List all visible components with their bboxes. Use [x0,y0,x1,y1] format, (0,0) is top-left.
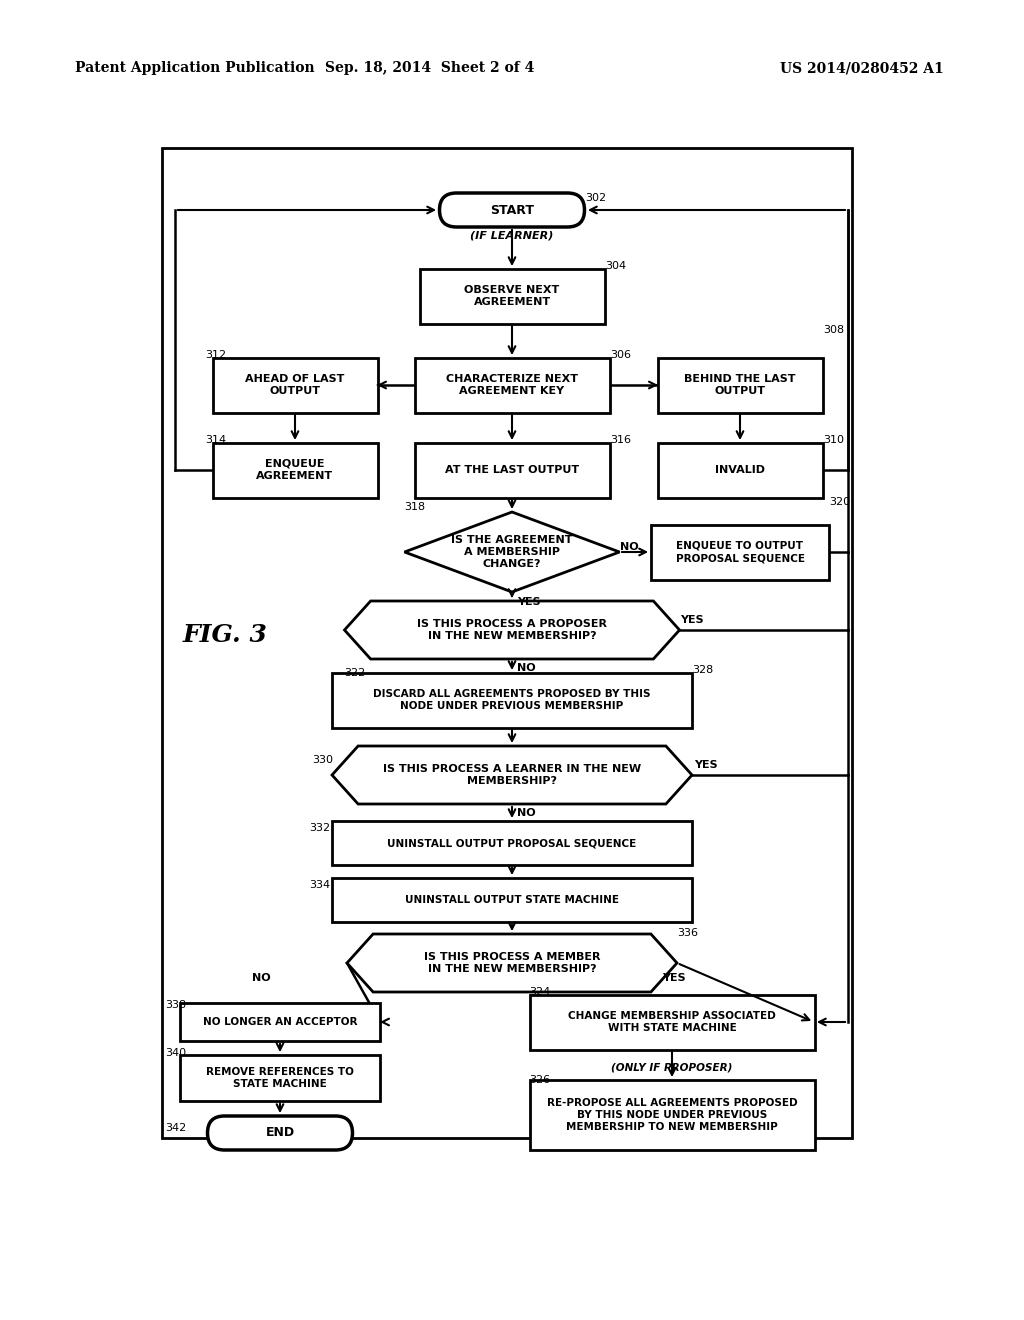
Text: AT THE LAST OUTPUT: AT THE LAST OUTPUT [445,465,579,475]
Text: REMOVE REFERENCES TO
STATE MACHINE: REMOVE REFERENCES TO STATE MACHINE [206,1067,354,1089]
Text: DISCARD ALL AGREEMENTS PROPOSED BY THIS
NODE UNDER PREVIOUS MEMBERSHIP: DISCARD ALL AGREEMENTS PROPOSED BY THIS … [374,689,650,711]
FancyBboxPatch shape [439,193,585,227]
Text: 322: 322 [344,668,366,678]
Text: 328: 328 [692,665,714,675]
Text: IS THE AGREEMENT
A MEMBERSHIP
CHANGE?: IS THE AGREEMENT A MEMBERSHIP CHANGE? [452,535,572,569]
Text: US 2014/0280452 A1: US 2014/0280452 A1 [780,61,944,75]
FancyBboxPatch shape [651,524,829,579]
Text: OBSERVE NEXT
AGREEMENT: OBSERVE NEXT AGREEMENT [464,285,560,308]
Text: UNINSTALL OUTPUT STATE MACHINE: UNINSTALL OUTPUT STATE MACHINE [406,895,618,906]
Text: IS THIS PROCESS A MEMBER
IN THE NEW MEMBERSHIP?: IS THIS PROCESS A MEMBER IN THE NEW MEMB… [424,952,600,974]
Text: NO: NO [252,973,270,983]
Polygon shape [332,746,692,804]
FancyBboxPatch shape [415,358,609,412]
FancyBboxPatch shape [180,1055,380,1101]
Text: 330: 330 [312,755,333,766]
Text: RE-PROPOSE ALL AGREEMENTS PROPOSED
BY THIS NODE UNDER PREVIOUS
MEMBERSHIP TO NEW: RE-PROPOSE ALL AGREEMENTS PROPOSED BY TH… [547,1098,798,1133]
FancyBboxPatch shape [420,268,604,323]
Text: 336: 336 [677,928,698,939]
Text: 340: 340 [165,1048,186,1059]
FancyBboxPatch shape [332,878,692,921]
Text: Patent Application Publication: Patent Application Publication [75,61,314,75]
Text: 312: 312 [205,350,226,360]
Text: CHARACTERIZE NEXT
AGREEMENT KEY: CHARACTERIZE NEXT AGREEMENT KEY [446,374,578,396]
Text: IS THIS PROCESS A LEARNER IN THE NEW
MEMBERSHIP?: IS THIS PROCESS A LEARNER IN THE NEW MEM… [383,764,641,787]
Text: 320: 320 [829,498,850,507]
Text: 338: 338 [165,1001,186,1010]
FancyBboxPatch shape [529,1080,814,1150]
Text: BEHIND THE LAST
OUTPUT: BEHIND THE LAST OUTPUT [684,374,796,396]
Text: ENQUEUE
AGREEMENT: ENQUEUE AGREEMENT [256,459,334,482]
FancyBboxPatch shape [162,148,852,1138]
Text: ENQUEUE TO OUTPUT
PROPOSAL SEQUENCE: ENQUEUE TO OUTPUT PROPOSAL SEQUENCE [676,541,805,564]
Text: START: START [490,203,534,216]
Text: YES: YES [662,973,686,983]
Text: (IF LEARNER): (IF LEARNER) [470,231,554,242]
Text: 306: 306 [610,350,631,360]
Text: FIG. 3: FIG. 3 [182,623,267,647]
FancyBboxPatch shape [213,358,378,412]
Text: (ONLY IF PROPOSER): (ONLY IF PROPOSER) [611,1063,733,1072]
Text: 334: 334 [309,880,330,890]
Text: 324: 324 [529,987,550,997]
Text: NO: NO [620,543,639,552]
Text: 332: 332 [309,822,330,833]
Text: YES: YES [517,597,541,607]
Polygon shape [404,512,620,591]
Text: END: END [265,1126,295,1139]
Text: NO: NO [517,808,536,818]
FancyBboxPatch shape [213,442,378,498]
FancyBboxPatch shape [415,442,609,498]
FancyBboxPatch shape [657,442,822,498]
Text: Sep. 18, 2014  Sheet 2 of 4: Sep. 18, 2014 Sheet 2 of 4 [326,61,535,75]
Text: AHEAD OF LAST
OUTPUT: AHEAD OF LAST OUTPUT [246,374,345,396]
Text: NO LONGER AN ACCEPTOR: NO LONGER AN ACCEPTOR [203,1016,357,1027]
Polygon shape [347,935,677,993]
FancyBboxPatch shape [332,672,692,727]
FancyBboxPatch shape [529,994,814,1049]
Text: 302: 302 [585,193,606,203]
Text: YES: YES [694,760,718,770]
FancyBboxPatch shape [180,1003,380,1041]
Text: 326: 326 [529,1074,550,1085]
Text: 318: 318 [404,502,425,512]
Text: YES: YES [680,615,703,624]
Text: UNINSTALL OUTPUT PROPOSAL SEQUENCE: UNINSTALL OUTPUT PROPOSAL SEQUENCE [387,838,637,847]
Text: CHANGE MEMBERSHIP ASSOCIATED
WITH STATE MACHINE: CHANGE MEMBERSHIP ASSOCIATED WITH STATE … [568,1011,776,1034]
Text: 310: 310 [823,436,844,445]
Polygon shape [344,601,680,659]
Text: INVALID: INVALID [715,465,765,475]
Text: 342: 342 [165,1123,186,1133]
Text: 316: 316 [610,436,631,445]
FancyBboxPatch shape [657,358,822,412]
FancyBboxPatch shape [332,821,692,865]
Text: NO: NO [517,663,536,673]
Text: 314: 314 [205,436,226,445]
Text: 304: 304 [605,261,626,271]
Text: IS THIS PROCESS A PROPOSER
IN THE NEW MEMBERSHIP?: IS THIS PROCESS A PROPOSER IN THE NEW ME… [417,619,607,642]
FancyBboxPatch shape [208,1115,352,1150]
Text: 308: 308 [823,325,844,335]
